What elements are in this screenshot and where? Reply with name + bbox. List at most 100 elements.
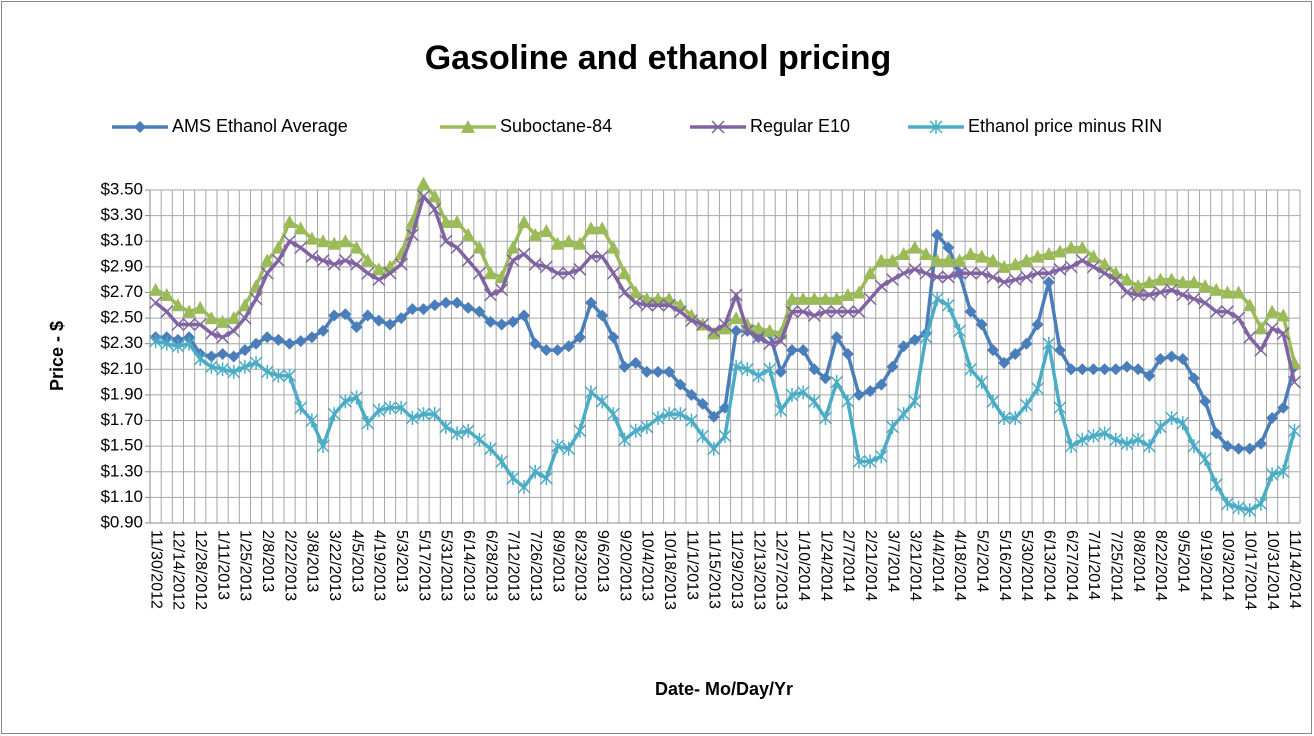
marker xyxy=(651,410,665,425)
marker xyxy=(840,288,855,302)
legend-item: AMS Ethanol Average xyxy=(112,116,348,136)
marker xyxy=(372,314,385,327)
x-tick-label: 2/8/2013 xyxy=(259,530,276,592)
marker xyxy=(517,480,531,495)
marker xyxy=(763,362,777,377)
marker xyxy=(896,247,911,261)
marker xyxy=(707,324,721,338)
legend-label: Suboctane-84 xyxy=(500,116,612,136)
marker xyxy=(550,236,565,250)
marker xyxy=(931,228,944,241)
x-tick-label: 7/26/2013 xyxy=(527,530,544,601)
marker xyxy=(885,253,900,267)
y-tick-label: $1.90 xyxy=(100,384,143,403)
marker xyxy=(182,336,196,351)
marker xyxy=(294,400,308,415)
marker xyxy=(617,285,632,299)
marker xyxy=(328,309,341,322)
marker xyxy=(484,441,498,456)
marker xyxy=(1142,275,1157,289)
marker xyxy=(841,394,855,409)
marker xyxy=(696,397,709,410)
marker xyxy=(550,266,565,280)
x-tick-label: 3/8/2013 xyxy=(304,530,321,592)
marker xyxy=(1176,416,1190,431)
marker xyxy=(1266,411,1279,424)
marker xyxy=(875,378,888,391)
marker xyxy=(238,359,252,374)
marker xyxy=(1165,410,1179,425)
marker xyxy=(1209,305,1223,319)
marker xyxy=(863,454,877,469)
marker xyxy=(1109,432,1123,447)
marker xyxy=(1042,266,1056,280)
y-tick-label: $3.50 xyxy=(100,179,143,198)
marker xyxy=(384,318,397,331)
marker xyxy=(517,247,531,261)
marker xyxy=(685,388,698,401)
x-axis-title: Date- Mo/Day/Yr xyxy=(655,679,793,699)
marker xyxy=(663,365,676,378)
y-tick-label: $1.50 xyxy=(100,436,143,455)
marker xyxy=(372,273,386,287)
marker xyxy=(160,305,174,319)
marker xyxy=(171,339,185,354)
marker xyxy=(711,120,725,134)
x-tick-label: 6/13/2014 xyxy=(1041,530,1058,601)
marker xyxy=(852,454,866,469)
marker xyxy=(1287,423,1301,438)
x-tick-label: 7/12/2013 xyxy=(505,530,522,601)
marker xyxy=(919,266,933,280)
marker xyxy=(718,317,732,332)
legend-item: Ethanol price minus RIN xyxy=(908,116,1162,136)
marker xyxy=(997,410,1011,425)
x-tick-label: 1/11/2013 xyxy=(214,530,231,600)
marker xyxy=(998,356,1011,369)
marker xyxy=(1031,381,1045,396)
x-tick-label: 4/5/2013 xyxy=(348,530,365,592)
x-tick-label: 2/7/2014 xyxy=(840,530,857,592)
x-tick-label: 4/4/2014 xyxy=(929,530,946,592)
marker xyxy=(874,449,888,464)
marker xyxy=(539,260,553,274)
marker xyxy=(1064,260,1078,274)
marker xyxy=(673,407,687,422)
marker xyxy=(964,362,978,377)
marker xyxy=(193,300,208,314)
marker xyxy=(1065,363,1078,376)
y-tick-label: $3.30 xyxy=(100,205,143,224)
marker xyxy=(461,253,475,267)
marker xyxy=(629,356,642,369)
marker xyxy=(1276,326,1290,340)
marker xyxy=(562,340,575,353)
marker xyxy=(271,240,286,254)
marker xyxy=(317,324,330,337)
marker xyxy=(662,298,676,312)
marker xyxy=(707,410,720,423)
marker xyxy=(785,387,799,402)
marker xyxy=(573,262,587,276)
marker xyxy=(595,221,610,235)
marker xyxy=(585,296,598,309)
marker xyxy=(561,234,576,248)
marker xyxy=(1075,240,1090,254)
marker xyxy=(528,227,543,241)
marker xyxy=(628,285,643,299)
marker xyxy=(796,305,810,319)
marker xyxy=(204,311,219,325)
y-tick-label: $2.70 xyxy=(100,282,143,301)
marker xyxy=(1008,410,1022,425)
marker xyxy=(294,335,307,348)
marker xyxy=(874,279,888,293)
marker xyxy=(930,253,945,267)
marker xyxy=(149,296,163,310)
marker xyxy=(539,471,553,486)
marker xyxy=(1254,496,1268,511)
x-tick-label: 10/17/2014 xyxy=(1242,530,1259,610)
marker xyxy=(149,334,163,349)
x-tick-label: 12/14/2012 xyxy=(170,530,187,610)
marker xyxy=(1164,272,1179,286)
marker xyxy=(260,364,274,379)
y-tick-label: $3.10 xyxy=(100,231,143,250)
marker xyxy=(606,407,620,422)
